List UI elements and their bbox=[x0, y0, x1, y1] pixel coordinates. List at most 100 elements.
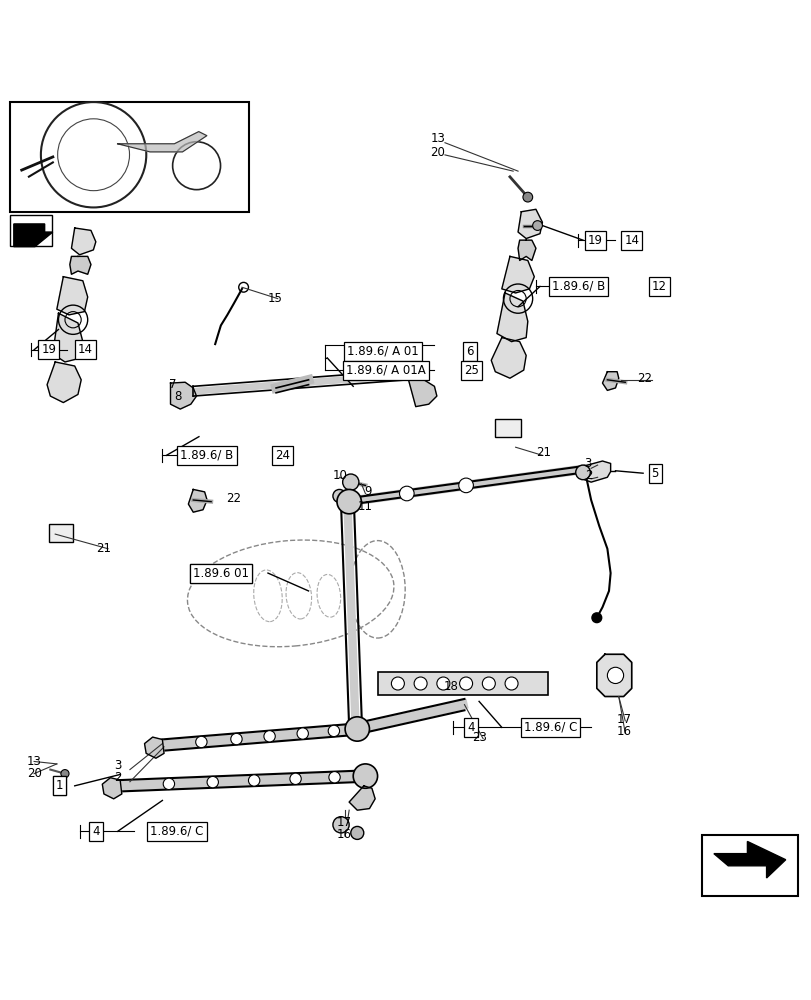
Polygon shape bbox=[602, 372, 618, 390]
Circle shape bbox=[297, 728, 308, 739]
Text: 22: 22 bbox=[225, 492, 240, 505]
Circle shape bbox=[333, 489, 345, 502]
Bar bbox=[10, 102, 249, 212]
Circle shape bbox=[391, 677, 404, 690]
Bar bbox=[377, 672, 547, 695]
Text: 22: 22 bbox=[637, 372, 651, 385]
Text: 6: 6 bbox=[466, 345, 474, 358]
Polygon shape bbox=[71, 228, 96, 255]
Text: 11: 11 bbox=[357, 500, 371, 513]
Circle shape bbox=[248, 775, 260, 786]
Polygon shape bbox=[57, 277, 88, 315]
Text: 3: 3 bbox=[114, 759, 121, 772]
Circle shape bbox=[345, 717, 369, 741]
Circle shape bbox=[504, 677, 517, 690]
Text: 17: 17 bbox=[616, 713, 631, 726]
Circle shape bbox=[342, 474, 358, 490]
Circle shape bbox=[532, 221, 542, 230]
Polygon shape bbox=[53, 313, 83, 362]
Polygon shape bbox=[491, 338, 526, 378]
Polygon shape bbox=[496, 293, 527, 342]
Text: 1.89.6 01: 1.89.6 01 bbox=[193, 567, 248, 580]
Text: 1.89.6/ C: 1.89.6/ C bbox=[150, 825, 204, 838]
Polygon shape bbox=[188, 489, 207, 512]
Text: 2: 2 bbox=[584, 469, 591, 482]
Bar bbox=[49, 524, 73, 542]
Circle shape bbox=[61, 770, 69, 778]
Text: 19: 19 bbox=[41, 343, 56, 356]
Circle shape bbox=[436, 677, 449, 690]
Bar bbox=[10, 215, 52, 246]
Polygon shape bbox=[596, 654, 631, 697]
Circle shape bbox=[482, 677, 495, 690]
Polygon shape bbox=[349, 786, 375, 810]
Text: 17: 17 bbox=[337, 816, 351, 829]
Circle shape bbox=[607, 667, 623, 684]
Circle shape bbox=[591, 613, 601, 623]
Polygon shape bbox=[584, 461, 610, 482]
Text: 25: 25 bbox=[464, 364, 478, 377]
Text: 12: 12 bbox=[651, 280, 666, 293]
Circle shape bbox=[207, 776, 218, 788]
Bar bbox=[702, 835, 797, 896]
Text: 15: 15 bbox=[268, 292, 282, 305]
Polygon shape bbox=[713, 841, 785, 878]
Text: 4: 4 bbox=[92, 825, 100, 838]
Text: 16: 16 bbox=[337, 828, 351, 841]
Text: 10: 10 bbox=[333, 469, 347, 482]
Circle shape bbox=[230, 733, 242, 745]
Text: 13: 13 bbox=[27, 755, 41, 768]
Text: 8: 8 bbox=[174, 390, 182, 403]
Circle shape bbox=[163, 778, 174, 790]
Text: 18: 18 bbox=[444, 680, 458, 693]
Text: 1.89.6 01: 1.89.6 01 bbox=[193, 567, 248, 580]
Text: 2: 2 bbox=[114, 771, 121, 784]
Text: 7: 7 bbox=[169, 378, 176, 391]
Circle shape bbox=[290, 773, 301, 784]
Polygon shape bbox=[517, 209, 542, 239]
Text: 20: 20 bbox=[430, 146, 444, 159]
Polygon shape bbox=[102, 778, 122, 799]
Text: 1.89.6/ A 01A: 1.89.6/ A 01A bbox=[345, 364, 425, 377]
Text: 1: 1 bbox=[55, 779, 63, 792]
Text: 5: 5 bbox=[650, 467, 659, 480]
Circle shape bbox=[575, 465, 590, 480]
Circle shape bbox=[195, 736, 207, 748]
Polygon shape bbox=[14, 224, 53, 247]
Circle shape bbox=[458, 478, 473, 493]
Text: 21: 21 bbox=[535, 446, 550, 459]
Circle shape bbox=[350, 826, 363, 839]
Text: 14: 14 bbox=[78, 343, 92, 356]
Polygon shape bbox=[170, 382, 196, 409]
Bar bbox=[495, 419, 521, 437]
Text: 24: 24 bbox=[275, 449, 290, 462]
Text: 1.89.6/ A 01: 1.89.6/ A 01 bbox=[347, 345, 418, 358]
Text: 13: 13 bbox=[430, 132, 444, 145]
Circle shape bbox=[333, 817, 349, 833]
Text: 16: 16 bbox=[616, 725, 631, 738]
Circle shape bbox=[264, 731, 275, 742]
Circle shape bbox=[414, 677, 427, 690]
Polygon shape bbox=[47, 362, 81, 403]
Circle shape bbox=[399, 486, 414, 501]
Circle shape bbox=[328, 772, 340, 783]
Polygon shape bbox=[118, 132, 207, 152]
Circle shape bbox=[459, 677, 472, 690]
Text: 19: 19 bbox=[587, 234, 602, 247]
Text: 14: 14 bbox=[624, 234, 638, 247]
Polygon shape bbox=[501, 256, 534, 293]
Text: 21: 21 bbox=[96, 542, 110, 555]
Polygon shape bbox=[144, 737, 164, 758]
Text: 4: 4 bbox=[466, 721, 474, 734]
Text: 1.89.6/ C: 1.89.6/ C bbox=[523, 721, 577, 734]
Circle shape bbox=[522, 192, 532, 202]
Text: 23: 23 bbox=[472, 731, 487, 744]
Text: 1.89.6/ B: 1.89.6/ B bbox=[551, 280, 604, 293]
Text: 3: 3 bbox=[584, 457, 591, 470]
Circle shape bbox=[328, 725, 339, 737]
Circle shape bbox=[353, 764, 377, 788]
Polygon shape bbox=[517, 240, 535, 260]
Text: 1.89.6/ B: 1.89.6/ B bbox=[180, 449, 234, 462]
Polygon shape bbox=[407, 377, 436, 407]
Polygon shape bbox=[70, 256, 91, 274]
